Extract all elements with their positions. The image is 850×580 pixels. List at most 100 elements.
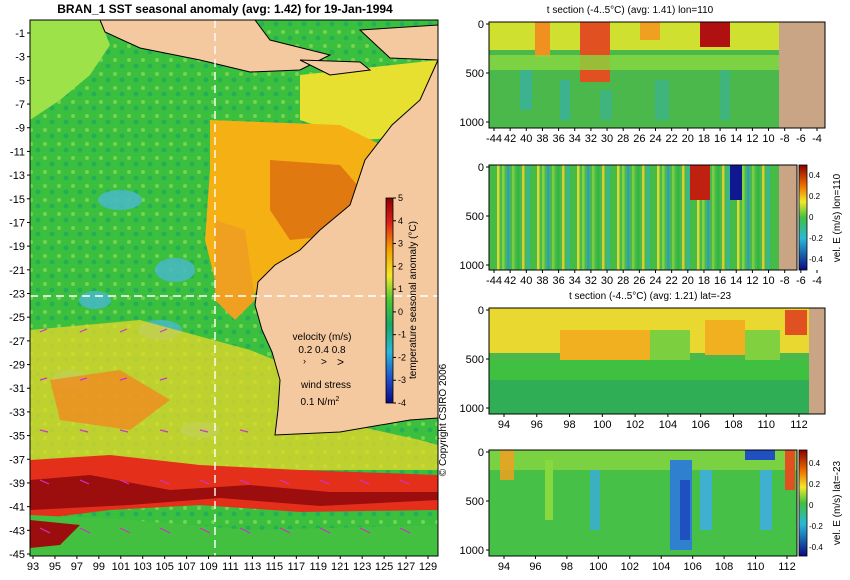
panel1-x-tick-label: -8 xyxy=(780,133,790,145)
panel2-stripe xyxy=(702,165,705,270)
colorbar-tick-label: -1 xyxy=(398,330,406,340)
panel1-axes: 0 500 1000-44 42 40 38 36 34 32 30 28 26 24 22 20 18 16 1… xyxy=(460,19,822,145)
panel1-x-tick-label: 30 xyxy=(601,133,613,145)
panel2-axes: 0 500 1000-44 42 40 38 36 34 32 30 28 26 24 22 20 18 16 1… xyxy=(460,162,824,287)
main-map-title: BRAN_1 SST seasonal anomaly (avg: 1.42) … xyxy=(57,2,393,16)
panel2-stripe xyxy=(752,165,755,270)
panel2-stripe xyxy=(667,165,670,270)
panel2-stripe xyxy=(627,165,630,270)
main-x-tick-label: 115 xyxy=(266,561,284,573)
main-y-tick-label: -33 xyxy=(9,407,25,419)
panel2-stripe xyxy=(537,165,540,270)
panel2-stripe xyxy=(522,165,525,270)
panel2-stripe xyxy=(577,165,580,270)
panel1-x-tick-label: 32 xyxy=(585,133,597,145)
main-y-tick-label: -17 xyxy=(9,217,25,229)
panel4-plot xyxy=(488,449,798,557)
panel3-title: t section (-4..5°C) (avg: 1.21) lat=-23 xyxy=(569,291,732,302)
map-region-nw xyxy=(30,20,110,120)
panel4-colorbar-tick-label: 0.2 xyxy=(809,480,821,489)
panel2-stripe xyxy=(672,165,675,270)
panel1-x-tick-label: -4 xyxy=(812,133,822,145)
map-region-sw-hot xyxy=(30,520,80,548)
panel2-x-tick-label: -8 xyxy=(780,275,790,287)
panel2-stripe xyxy=(727,165,730,270)
main-y-tick-label: -25 xyxy=(9,312,25,324)
colorbar-tick-label: 5 xyxy=(398,193,403,203)
panel2-stripe xyxy=(567,165,570,270)
panel4-x-tick-label: 96 xyxy=(529,561,541,573)
panel3-x-tick-label: 102 xyxy=(626,419,644,431)
main-colorbar-ticks: 5 4 3 2 1 0 -1 -2 -3 -4 xyxy=(393,193,406,408)
panel3-y-tick-label: 500 xyxy=(466,354,484,366)
panel3-x-tick-label: 112 xyxy=(790,419,808,431)
main-y-tick-label: -19 xyxy=(9,241,25,253)
main-y-tick-label: -15 xyxy=(9,194,25,206)
panel2-x-tick-label: 36 xyxy=(552,275,564,287)
panel4-x-tick-label: 104 xyxy=(652,561,670,573)
panel1-x-tick-label: 10 xyxy=(762,133,774,145)
panel1-x-tick-label: 12 xyxy=(746,133,758,145)
panel2-stripe xyxy=(492,165,495,270)
panel2-colorbar-tick-label: -0.2 xyxy=(809,234,823,243)
panel2-stripe xyxy=(497,165,500,270)
panel2-x-tick-label: 22 xyxy=(666,275,678,287)
velocity-arrow-small-icon: › xyxy=(303,356,306,366)
panel3-x-tick-label: 96 xyxy=(531,419,543,431)
panel1-x-tick-label: 42 xyxy=(504,133,516,145)
panel2-stripe xyxy=(647,165,650,270)
main-map-axes: -1-3-5-7-9-11-13-15-17-19-21-23-25-27-29… xyxy=(9,28,437,573)
panel1-x-tick-label: 14 xyxy=(730,133,742,145)
panel1-x-tick-label: -6 xyxy=(796,133,806,145)
map-region-southern-hot xyxy=(30,475,438,510)
panel2-stripe xyxy=(737,165,740,270)
main-x-tick-label: 105 xyxy=(155,561,173,573)
main-y-tick-label: -11 xyxy=(10,146,25,158)
panel2-stripe xyxy=(697,165,700,270)
panel2-stripe xyxy=(687,165,690,270)
panel4-y-tick-label: 0 xyxy=(478,447,484,459)
panel2-stripe xyxy=(587,165,590,270)
panel2-stripe xyxy=(717,165,720,270)
panel1-x-tick-label: 36 xyxy=(552,133,564,145)
panel2-x-tick-label: 26 xyxy=(633,275,645,287)
panel2-x-tick-label: 40 xyxy=(520,275,532,287)
colorbar-tick-label: 0 xyxy=(398,307,403,317)
velocity-arrow-large-icon: > xyxy=(337,355,344,369)
panel2-stripe xyxy=(592,165,595,270)
panel2-stripe xyxy=(607,165,610,270)
panel3-axes: 0 500 1000 94 96 98 100 102 104 106 108 110 112 xyxy=(460,305,808,431)
panel2-x-tick-label: 18 xyxy=(698,275,710,287)
panel2-stripe xyxy=(682,165,685,270)
panel4-x-tick-label: 100 xyxy=(589,561,607,573)
panel1-y-tick-label: 1000 xyxy=(460,117,484,129)
wind-stress-arrows xyxy=(39,328,411,534)
panel2-x-tick-label: 16 xyxy=(714,275,726,287)
copyright: © Copyright CSIRO 2006 xyxy=(438,363,449,476)
panel4-y-tick-label: 500 xyxy=(466,496,484,508)
main-y-tick-label: -5 xyxy=(15,75,25,87)
panel2-stripe xyxy=(617,165,620,270)
panel4-x-tick-label: 98 xyxy=(561,561,573,573)
main-y-tick-label: -21 xyxy=(9,265,25,277)
velocity-legend-values: 0.2 0.4 0.8 xyxy=(298,345,346,356)
velocity-arrow-medium-icon: > xyxy=(321,357,327,368)
panel2-colorbar-tick-label: 0.2 xyxy=(809,192,821,201)
main-map: temperature seasonal anomaly (°C) veloci… xyxy=(29,19,449,557)
panel1-x-tick-label: 18 xyxy=(698,133,710,145)
panel2-stripe xyxy=(517,165,520,270)
panel2-stripe xyxy=(642,165,645,270)
panel1-x-tick-label: 28 xyxy=(617,133,629,145)
panel2-stripe xyxy=(767,165,770,270)
main-x-tick-label: 129 xyxy=(419,561,437,573)
panel2-colorbar-tick-label: -0.4 xyxy=(809,255,823,264)
panel4-y-tick-label: 1000 xyxy=(460,545,484,557)
main-x-tick-label: 107 xyxy=(177,561,195,573)
panel2-colorbar xyxy=(798,164,808,271)
panel4-x-tick-label: 110 xyxy=(747,561,765,573)
panel2-x-tick-label: 24 xyxy=(649,275,661,287)
main-x-tick-label: 101 xyxy=(112,561,130,573)
panel2-stripe xyxy=(527,165,530,270)
panel2-x-tick-label: 20 xyxy=(682,275,694,287)
panel2-stripe xyxy=(730,165,742,200)
